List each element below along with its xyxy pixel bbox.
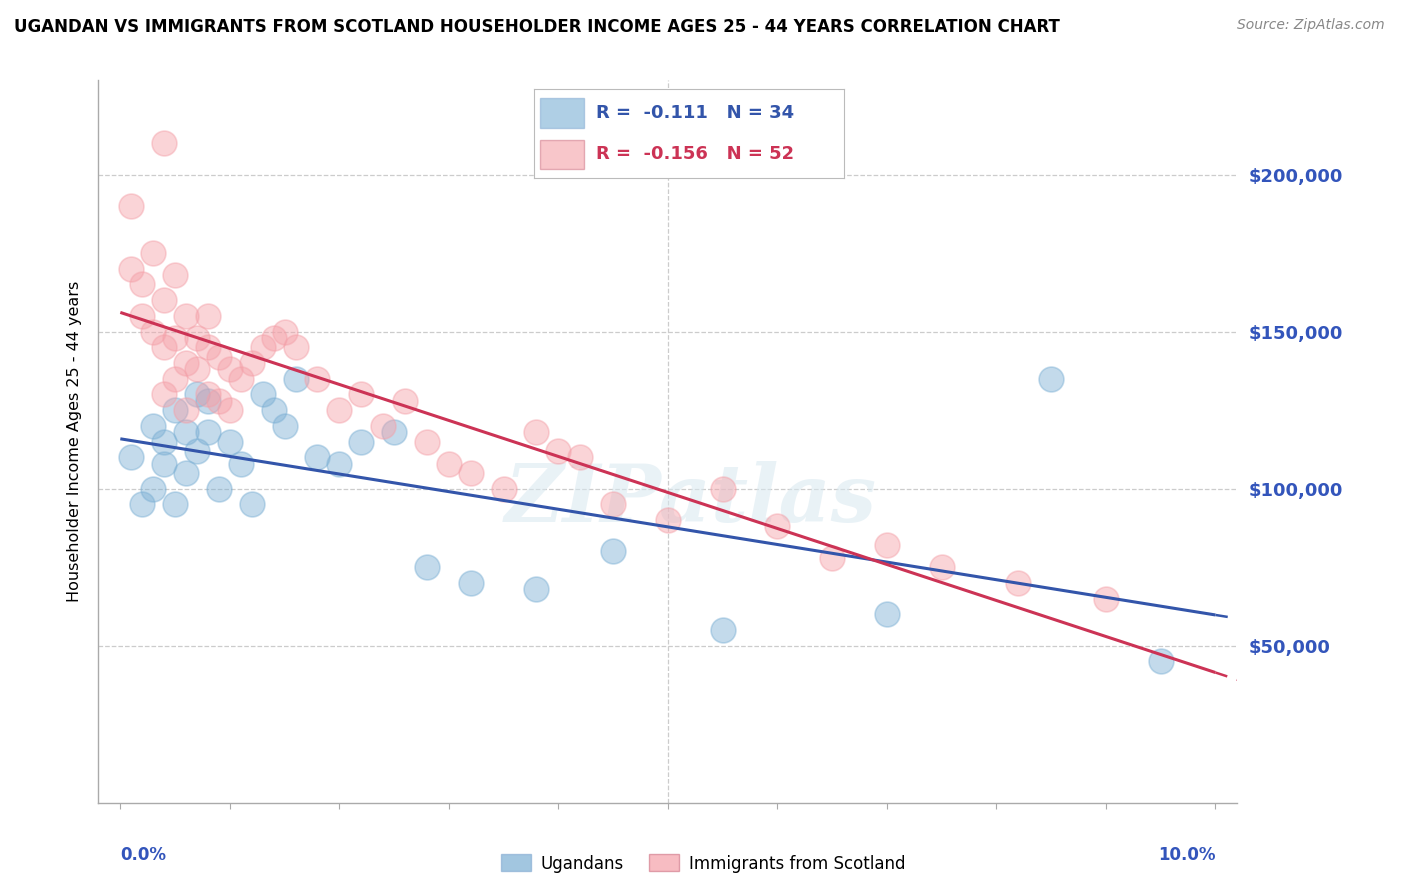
Point	[876, 538, 898, 552]
Point	[174, 425, 197, 439]
Point	[350, 387, 373, 401]
Point	[208, 393, 231, 408]
Point	[416, 560, 439, 574]
Point	[142, 246, 165, 260]
Point	[174, 356, 197, 370]
Point	[186, 362, 208, 376]
Point	[218, 362, 240, 376]
Point	[307, 372, 329, 386]
Point	[350, 434, 373, 449]
Point	[229, 372, 252, 386]
Text: UGANDAN VS IMMIGRANTS FROM SCOTLAND HOUSEHOLDER INCOME AGES 25 - 44 YEARS CORREL: UGANDAN VS IMMIGRANTS FROM SCOTLAND HOUS…	[14, 18, 1060, 36]
Point	[240, 497, 263, 511]
Point	[208, 350, 231, 364]
Point	[208, 482, 231, 496]
Point	[120, 450, 142, 465]
Point	[197, 393, 219, 408]
Point	[263, 403, 285, 417]
Text: 0.0%: 0.0%	[121, 847, 166, 864]
Text: R =  -0.156   N = 52: R = -0.156 N = 52	[596, 145, 794, 163]
Point	[460, 575, 482, 590]
Legend: Ugandans, Immigrants from Scotland: Ugandans, Immigrants from Scotland	[494, 847, 912, 880]
Y-axis label: Householder Income Ages 25 - 44 years: Householder Income Ages 25 - 44 years	[67, 281, 83, 602]
Point	[153, 293, 176, 308]
Point	[153, 340, 176, 354]
Point	[602, 544, 624, 558]
Point	[131, 309, 153, 323]
Bar	[540, 140, 583, 169]
Point	[371, 418, 394, 433]
Point	[174, 403, 197, 417]
Point	[229, 457, 252, 471]
Point	[153, 136, 176, 150]
Point	[263, 331, 285, 345]
Point	[186, 387, 208, 401]
Point	[131, 497, 153, 511]
Text: R =  -0.111   N = 34: R = -0.111 N = 34	[596, 104, 794, 122]
Point	[328, 403, 350, 417]
Point	[153, 434, 176, 449]
Text: Source: ZipAtlas.com: Source: ZipAtlas.com	[1237, 18, 1385, 32]
Point	[1095, 591, 1118, 606]
Point	[284, 372, 307, 386]
Point	[416, 434, 439, 449]
Point	[437, 457, 460, 471]
Point	[142, 418, 165, 433]
Point	[197, 425, 219, 439]
Point	[165, 497, 187, 511]
Point	[602, 497, 624, 511]
Point	[240, 356, 263, 370]
Point	[165, 372, 187, 386]
Point	[197, 309, 219, 323]
Point	[1007, 575, 1029, 590]
Point	[328, 457, 350, 471]
Point	[218, 434, 240, 449]
Point	[186, 444, 208, 458]
Point	[460, 466, 482, 480]
Point	[153, 387, 176, 401]
Point	[492, 482, 515, 496]
Point	[766, 519, 789, 533]
Point	[526, 425, 548, 439]
Point	[120, 199, 142, 213]
Point	[131, 277, 153, 292]
Point	[273, 325, 295, 339]
Point	[931, 560, 953, 574]
Text: 10.0%: 10.0%	[1159, 847, 1215, 864]
Point	[174, 309, 197, 323]
Point	[218, 403, 240, 417]
Point	[569, 450, 592, 465]
Point	[382, 425, 405, 439]
Point	[153, 457, 176, 471]
Point	[1149, 655, 1171, 669]
Point	[284, 340, 307, 354]
Point	[821, 550, 844, 565]
Point	[197, 340, 219, 354]
Point	[142, 325, 165, 339]
Point	[197, 387, 219, 401]
Point	[711, 623, 734, 637]
Point	[165, 268, 187, 282]
Point	[273, 418, 295, 433]
Point	[252, 340, 274, 354]
Text: ZIPatlas: ZIPatlas	[505, 460, 877, 538]
Point	[657, 513, 679, 527]
Point	[394, 393, 416, 408]
Point	[711, 482, 734, 496]
Point	[142, 482, 165, 496]
Point	[1040, 372, 1063, 386]
Point	[252, 387, 274, 401]
Point	[165, 331, 187, 345]
Point	[547, 444, 569, 458]
Point	[165, 403, 187, 417]
Point	[526, 582, 548, 597]
Point	[876, 607, 898, 622]
Point	[307, 450, 329, 465]
Point	[174, 466, 197, 480]
Point	[120, 261, 142, 276]
Point	[186, 331, 208, 345]
Bar	[540, 98, 583, 128]
